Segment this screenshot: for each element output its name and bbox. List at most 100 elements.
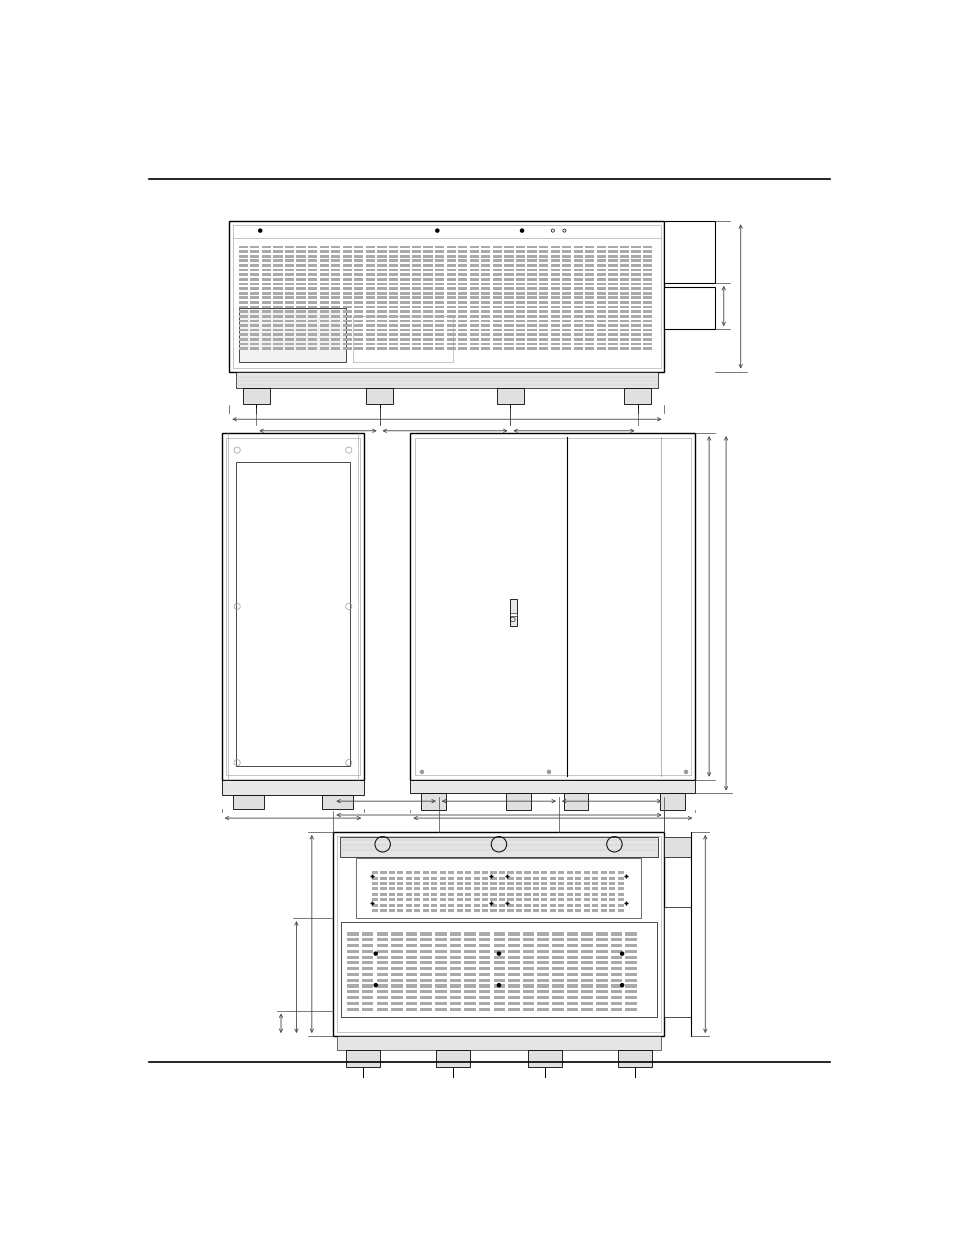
- Bar: [435, 296, 444, 299]
- Circle shape: [436, 228, 438, 232]
- Bar: [480, 251, 490, 253]
- Bar: [261, 347, 271, 350]
- Bar: [365, 389, 393, 404]
- Bar: [493, 995, 504, 999]
- Bar: [498, 904, 504, 906]
- Bar: [238, 259, 248, 262]
- Bar: [457, 273, 467, 275]
- Bar: [490, 877, 497, 879]
- Bar: [412, 306, 420, 309]
- Bar: [480, 288, 490, 290]
- Bar: [414, 893, 420, 895]
- Bar: [596, 944, 607, 947]
- Bar: [285, 296, 294, 299]
- Bar: [274, 254, 282, 258]
- Bar: [608, 347, 617, 350]
- Bar: [331, 291, 340, 294]
- Bar: [435, 278, 444, 280]
- Bar: [538, 329, 548, 331]
- Bar: [448, 871, 454, 874]
- Bar: [342, 342, 352, 346]
- Bar: [550, 338, 559, 341]
- Bar: [527, 264, 537, 267]
- Bar: [610, 932, 621, 936]
- Bar: [596, 310, 605, 312]
- Bar: [391, 956, 402, 958]
- Bar: [566, 944, 578, 947]
- Bar: [405, 973, 416, 976]
- Bar: [464, 932, 476, 936]
- Bar: [423, 251, 433, 253]
- Bar: [431, 882, 436, 885]
- Bar: [631, 338, 640, 341]
- Bar: [575, 871, 580, 874]
- Bar: [516, 259, 524, 262]
- Bar: [473, 871, 479, 874]
- Bar: [504, 301, 513, 304]
- Bar: [319, 301, 329, 304]
- Bar: [504, 310, 513, 312]
- Bar: [608, 898, 615, 902]
- Bar: [664, 221, 714, 283]
- Bar: [533, 882, 538, 885]
- Bar: [354, 269, 363, 272]
- Bar: [439, 909, 445, 911]
- Bar: [435, 324, 444, 327]
- Bar: [527, 273, 537, 275]
- Bar: [285, 273, 294, 275]
- Bar: [331, 283, 340, 285]
- Bar: [412, 320, 420, 322]
- Bar: [414, 871, 420, 874]
- Bar: [584, 315, 594, 317]
- Bar: [365, 278, 375, 280]
- Bar: [261, 283, 271, 285]
- Bar: [389, 315, 397, 317]
- Bar: [449, 1002, 460, 1005]
- Bar: [507, 893, 513, 895]
- Bar: [435, 939, 446, 941]
- Bar: [516, 333, 524, 336]
- Bar: [504, 324, 513, 327]
- Bar: [372, 904, 377, 906]
- Bar: [308, 291, 317, 294]
- Bar: [538, 291, 548, 294]
- Bar: [285, 278, 294, 280]
- Bar: [505, 793, 530, 810]
- Bar: [446, 288, 456, 290]
- Bar: [376, 338, 386, 341]
- Bar: [584, 347, 594, 350]
- Bar: [274, 315, 282, 317]
- Bar: [493, 961, 504, 965]
- Bar: [435, 973, 446, 976]
- Bar: [550, 283, 559, 285]
- Bar: [596, 283, 605, 285]
- Bar: [296, 278, 305, 280]
- Bar: [400, 269, 409, 272]
- Bar: [527, 306, 537, 309]
- Bar: [619, 329, 628, 331]
- Bar: [561, 288, 571, 290]
- Bar: [396, 871, 403, 874]
- Bar: [274, 264, 282, 267]
- Bar: [493, 259, 501, 262]
- Bar: [308, 338, 317, 341]
- Bar: [464, 961, 476, 965]
- Bar: [389, 291, 397, 294]
- Bar: [365, 333, 375, 336]
- Bar: [473, 904, 479, 906]
- Bar: [533, 877, 538, 879]
- Bar: [619, 338, 628, 341]
- Bar: [608, 291, 617, 294]
- Bar: [608, 893, 615, 895]
- Bar: [435, 1008, 446, 1010]
- Bar: [285, 333, 294, 336]
- Bar: [617, 909, 623, 911]
- Bar: [608, 877, 615, 879]
- Bar: [319, 283, 329, 285]
- Bar: [319, 347, 329, 350]
- Bar: [550, 315, 559, 317]
- Bar: [319, 333, 329, 336]
- Bar: [449, 1008, 460, 1010]
- Bar: [480, 320, 490, 322]
- Bar: [631, 269, 640, 272]
